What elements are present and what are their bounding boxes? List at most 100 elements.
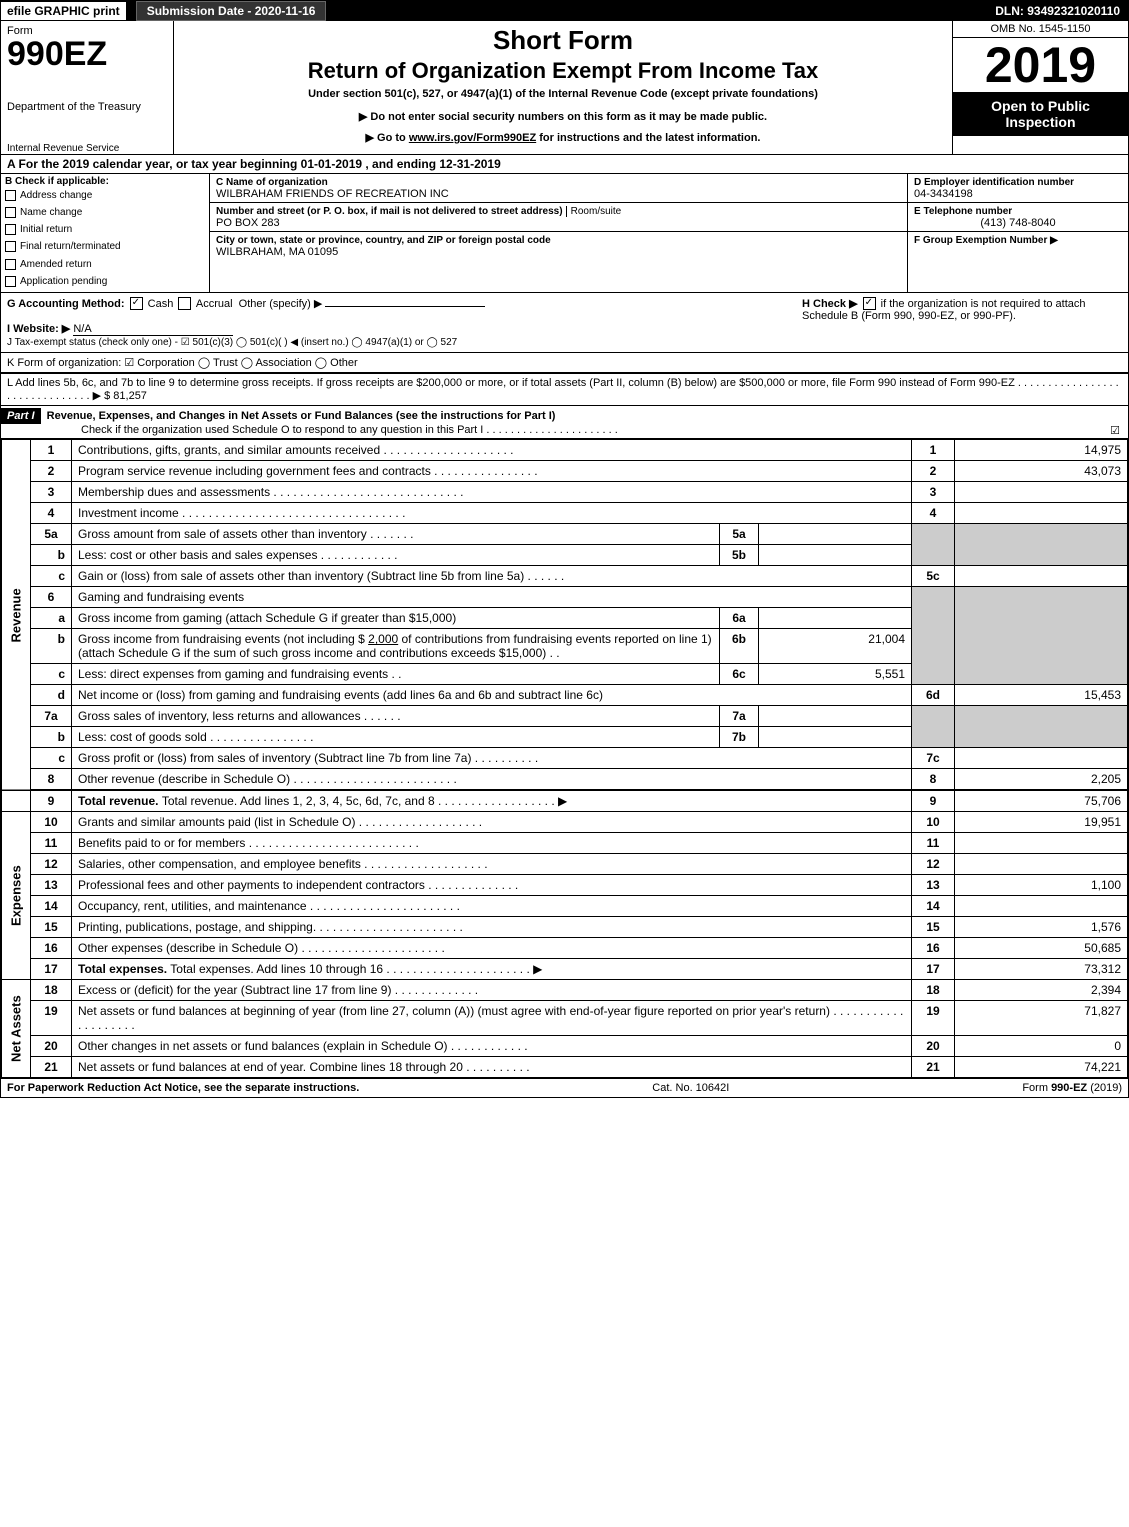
ln-13-desc: Professional fees and other payments to … bbox=[72, 875, 912, 896]
ln-9-desc: Total revenue. Total revenue. Add lines … bbox=[72, 790, 912, 812]
ln-4-desc: Investment income . . . . . . . . . . . … bbox=[72, 503, 912, 524]
ln-5a-mv bbox=[759, 524, 912, 545]
label-accrual: Accrual bbox=[196, 298, 233, 310]
g-label: G Accounting Method: bbox=[7, 298, 125, 310]
checkbox-address-change[interactable] bbox=[5, 190, 16, 201]
ln-8-val: 2,205 bbox=[955, 769, 1128, 791]
ln-13-val: 1,100 bbox=[955, 875, 1128, 896]
ln-14-desc: Occupancy, rent, utilities, and maintena… bbox=[72, 896, 912, 917]
ln-6-shade-val bbox=[955, 587, 1128, 685]
ln-6-num: 6 bbox=[31, 587, 72, 608]
ln-11-val bbox=[955, 833, 1128, 854]
ln-6b-d1: Gross income from fundraising events (no… bbox=[78, 632, 368, 646]
ln-6b-amt: 2,000 bbox=[368, 632, 398, 646]
checkbox-application-pending[interactable] bbox=[5, 276, 16, 287]
ln-8-col: 8 bbox=[912, 769, 955, 791]
ln-18-num: 18 bbox=[31, 980, 72, 1001]
footer-right-bold: 990-EZ bbox=[1051, 1082, 1087, 1094]
footer-right-pre: Form bbox=[1022, 1082, 1051, 1094]
ln-7b-desc: Less: cost of goods sold . . . . . . . .… bbox=[72, 727, 720, 748]
ln-21-desc: Net assets or fund balances at end of ye… bbox=[72, 1057, 912, 1078]
row-g-h: G Accounting Method: Cash Accrual Other … bbox=[1, 293, 1128, 354]
goto-post: for instructions and the latest informat… bbox=[536, 132, 760, 144]
ln-4-val bbox=[955, 503, 1128, 524]
ln-15-num: 15 bbox=[31, 917, 72, 938]
lines-table: Revenue 1 Contributions, gifts, grants, … bbox=[1, 439, 1128, 1078]
ln-8-num: 8 bbox=[31, 769, 72, 791]
form-header: Form 990EZ Department of the Treasury In… bbox=[1, 21, 1128, 155]
col-b-checkboxes: B Check if applicable: Address change Na… bbox=[1, 174, 210, 292]
ln-5c-num: c bbox=[31, 566, 72, 587]
ln-7c-desc: Gross profit or (loss) from sales of inv… bbox=[72, 748, 912, 769]
ln-17-text: Total expenses. Add lines 10 through 16 … bbox=[170, 962, 542, 976]
row-k: K Form of organization: ☑ Corporation ◯ … bbox=[1, 353, 1128, 374]
ln-7c-val bbox=[955, 748, 1128, 769]
ln-18-val: 2,394 bbox=[955, 980, 1128, 1001]
tel-value: (413) 748-8040 bbox=[914, 217, 1122, 229]
ln-6b-num: b bbox=[31, 629, 72, 664]
ln-6c-num: c bbox=[31, 664, 72, 685]
ln-16-num: 16 bbox=[31, 938, 72, 959]
other-method-input[interactable] bbox=[325, 306, 485, 307]
ln-11-desc: Benefits paid to or for members . . . . … bbox=[72, 833, 912, 854]
ln-1-val: 14,975 bbox=[955, 440, 1128, 461]
ln-9-val: 75,706 bbox=[955, 790, 1128, 812]
label-final-return: Final return/terminated bbox=[20, 242, 121, 253]
ln-1-desc: Contributions, gifts, grants, and simila… bbox=[72, 440, 912, 461]
rev-spacer bbox=[2, 790, 31, 812]
ln-7a-mn: 7a bbox=[720, 706, 759, 727]
checkbox-final-return[interactable] bbox=[5, 241, 16, 252]
ln-15-val: 1,576 bbox=[955, 917, 1128, 938]
ln-5c-val bbox=[955, 566, 1128, 587]
ln-7b-mn: 7b bbox=[720, 727, 759, 748]
ln-14-col: 14 bbox=[912, 896, 955, 917]
ln-6c-mv: 5,551 bbox=[759, 664, 912, 685]
checkbox-h[interactable] bbox=[863, 297, 876, 310]
ln-3-num: 3 bbox=[31, 482, 72, 503]
ln-4-num: 4 bbox=[31, 503, 72, 524]
efile-print-button[interactable]: efile GRAPHIC print bbox=[1, 2, 126, 20]
checkbox-name-change[interactable] bbox=[5, 207, 16, 218]
ln-6-shade bbox=[912, 587, 955, 685]
ln-2-col: 2 bbox=[912, 461, 955, 482]
ln-3-col: 3 bbox=[912, 482, 955, 503]
ein-label: D Employer identification number bbox=[914, 177, 1074, 188]
label-amended-return: Amended return bbox=[20, 259, 92, 270]
checkbox-accrual[interactable] bbox=[178, 297, 191, 310]
short-form-title: Short Form bbox=[184, 25, 942, 56]
checkbox-cash[interactable] bbox=[130, 297, 143, 310]
dept-treasury: Department of the Treasury bbox=[7, 101, 167, 113]
ln-18-col: 18 bbox=[912, 980, 955, 1001]
footer-right-post: (2019) bbox=[1087, 1082, 1122, 1094]
entity-info-section: B Check if applicable: Address change Na… bbox=[1, 174, 1128, 293]
ln-5a-desc: Gross amount from sale of assets other t… bbox=[72, 524, 720, 545]
ln-17-col: 17 bbox=[912, 959, 955, 980]
period-row: A For the 2019 calendar year, or tax yea… bbox=[1, 155, 1128, 174]
ln-7a-num: 7a bbox=[31, 706, 72, 727]
group-exemption-label: F Group Exemption Number ▶ bbox=[914, 235, 1058, 246]
ln-14-num: 14 bbox=[31, 896, 72, 917]
ln-9-num: 9 bbox=[31, 790, 72, 812]
ln-6d-val: 15,453 bbox=[955, 685, 1128, 706]
irs-link[interactable]: www.irs.gov/Form990EZ bbox=[409, 132, 536, 144]
i-label: I Website: ▶ bbox=[7, 323, 70, 335]
col-b-head: B Check if applicable: bbox=[5, 176, 205, 187]
ln-21-num: 21 bbox=[31, 1057, 72, 1078]
label-application-pending: Application pending bbox=[20, 276, 107, 287]
ln-11-col: 11 bbox=[912, 833, 955, 854]
room-label: Room/suite bbox=[566, 206, 622, 217]
ln-10-val: 19,951 bbox=[955, 812, 1128, 833]
ln-15-col: 15 bbox=[912, 917, 955, 938]
ln-10-desc: Grants and similar amounts paid (list in… bbox=[72, 812, 912, 833]
checkbox-amended-return[interactable] bbox=[5, 259, 16, 270]
ln-5b-mv bbox=[759, 545, 912, 566]
ln-7b-num: b bbox=[31, 727, 72, 748]
ssn-warning: ▶ Do not enter social security numbers o… bbox=[184, 110, 942, 123]
schedule-o-checkbox[interactable]: ☑ bbox=[1110, 424, 1120, 437]
ln-10-num: 10 bbox=[31, 812, 72, 833]
ln-17-num: 17 bbox=[31, 959, 72, 980]
footer-mid: Cat. No. 10642I bbox=[652, 1082, 729, 1094]
checkbox-initial-return[interactable] bbox=[5, 224, 16, 235]
ln-13-num: 13 bbox=[31, 875, 72, 896]
org-address: PO BOX 283 bbox=[216, 217, 280, 229]
